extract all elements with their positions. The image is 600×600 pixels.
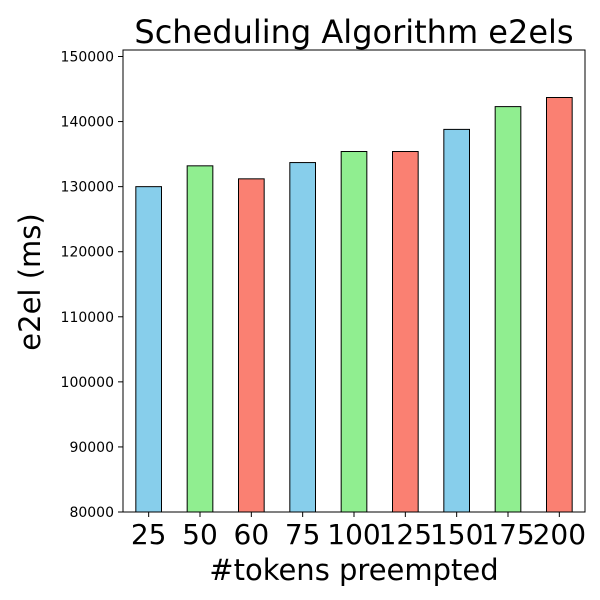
x-tick-label: 100	[327, 518, 380, 551]
bar-175	[494, 106, 522, 513]
bar-125	[392, 151, 419, 513]
x-axis-label: #tokens preempted	[209, 553, 498, 587]
y-axis-ticks: 80000 90000 100000 110000 120000 130000 140000…	[61, 50, 123, 521]
x-tick-label: 50	[182, 518, 218, 551]
x-tick-label: 75	[285, 518, 321, 551]
y-tick-label: 120000	[61, 245, 114, 261]
x-tick-label: 125	[379, 518, 432, 551]
x-tick-label: 60	[234, 518, 270, 551]
bar-100	[340, 151, 368, 513]
bar-150	[443, 128, 470, 513]
x-tick-label: 200	[533, 518, 586, 551]
bar-200	[546, 97, 573, 513]
y-axis-label: e2el (ms)	[13, 213, 47, 350]
y-tick-label: 80000	[69, 505, 114, 521]
chart-title: Scheduling Algorithm e2els	[134, 13, 573, 51]
plot-area-frame	[122, 49, 586, 513]
y-tick-label: 100000	[61, 375, 114, 391]
y-tick-label: 140000	[61, 115, 114, 131]
x-tick-label: 150	[430, 518, 483, 551]
x-tick-label: 25	[131, 518, 167, 551]
y-tick-label: 130000	[61, 180, 114, 196]
y-tick-label: 90000	[69, 440, 114, 456]
bars-group	[135, 97, 573, 513]
y-tick-label: 150000	[61, 50, 114, 66]
x-tick-label: 175	[481, 518, 534, 551]
y-tick-label: 110000	[61, 310, 114, 326]
bar-25	[135, 186, 163, 513]
bar-75	[289, 162, 316, 513]
bar-50	[186, 165, 214, 513]
bar-60	[238, 178, 265, 513]
